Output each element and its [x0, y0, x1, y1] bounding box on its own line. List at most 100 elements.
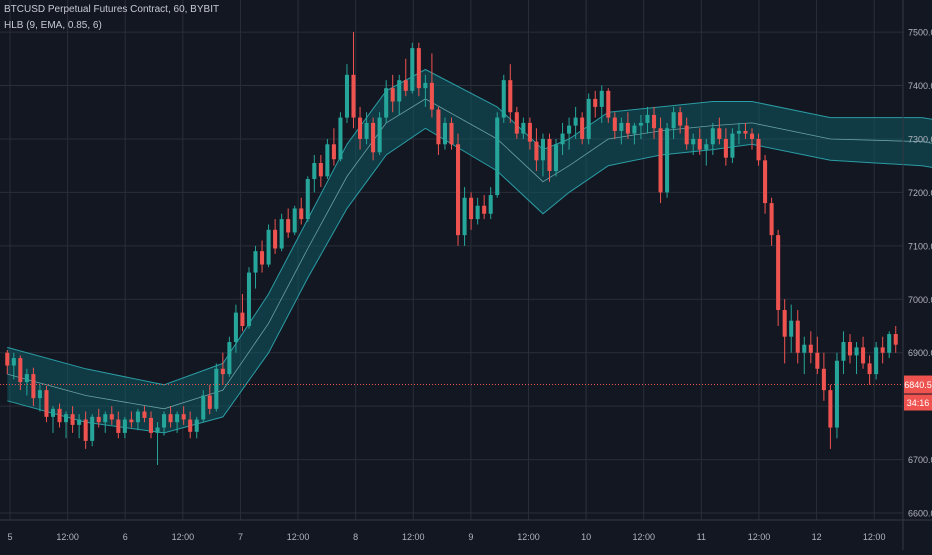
candle: [651, 106, 657, 139]
band-fill: [7, 69, 932, 433]
candle: [887, 331, 892, 359]
candle-body: [64, 414, 69, 423]
candle: [795, 309, 800, 364]
time-tick-label: 8: [353, 532, 358, 542]
candle: [214, 363, 219, 412]
candle-body: [658, 128, 663, 193]
candle: [501, 74, 506, 123]
candle: [83, 411, 88, 449]
candle: [449, 117, 454, 150]
candle-body: [638, 122, 643, 126]
candle-body: [83, 419, 88, 441]
candle: [70, 406, 75, 433]
candle-body: [377, 117, 382, 153]
candle: [312, 154, 317, 193]
candle: [227, 336, 232, 377]
candle: [462, 187, 467, 246]
candle: [789, 304, 794, 353]
candle: [554, 138, 559, 177]
candle-body: [312, 163, 317, 180]
candle-body: [789, 320, 794, 337]
candle-body: [749, 133, 755, 139]
candle-body: [482, 205, 487, 214]
candle-body: [325, 144, 330, 177]
candle-body: [782, 309, 787, 337]
candle: [730, 128, 735, 164]
candle-body: [586, 98, 591, 139]
candle-body: [599, 90, 604, 107]
candle-body: [429, 82, 434, 110]
candle: [57, 403, 62, 428]
candle: [684, 117, 689, 150]
candle: [142, 406, 147, 423]
candle: [246, 267, 252, 329]
candle: [96, 408, 101, 428]
candle-body: [867, 363, 872, 375]
candle-body: [893, 334, 898, 345]
candle-body: [384, 88, 389, 118]
candle-body: [50, 408, 56, 417]
candle: [612, 112, 617, 139]
candle: [260, 240, 265, 273]
candle-body: [364, 122, 369, 139]
candle-body: [475, 205, 480, 220]
candle: [122, 416, 127, 439]
candle: [828, 384, 833, 449]
candle: [423, 74, 428, 107]
candle: [50, 406, 56, 433]
candle-body: [436, 109, 441, 145]
candle-body: [416, 48, 421, 89]
candle: [31, 367, 36, 407]
candle-body: [665, 128, 670, 193]
candle: [475, 197, 480, 225]
time-tick-label: 12:00: [863, 532, 886, 542]
candle-body: [299, 208, 304, 220]
price-tick-label: 7300.0: [908, 134, 932, 144]
price-tick-label: 7000.0: [908, 295, 932, 305]
candle: [560, 122, 565, 155]
candle: [723, 128, 728, 166]
candle: [194, 416, 199, 439]
candle-body: [560, 133, 565, 145]
candle-body: [717, 128, 722, 139]
candle: [469, 192, 474, 230]
candle-body: [619, 122, 624, 131]
candle: [201, 390, 206, 423]
candle: [704, 138, 709, 166]
candle-body: [44, 390, 49, 417]
candle: [299, 197, 304, 225]
candle-body: [612, 117, 617, 131]
candle: [632, 122, 637, 145]
candle-body: [678, 112, 683, 126]
candle-body: [181, 414, 186, 420]
time-tick-label: 12:00: [748, 532, 771, 542]
candle-body: [442, 122, 447, 145]
candle-body: [155, 427, 160, 433]
candle: [645, 106, 650, 134]
candle-body: [632, 125, 637, 134]
time-tick-label: 12:00: [402, 532, 425, 542]
candle: [429, 53, 434, 118]
candle-body: [331, 144, 336, 160]
candle: [521, 117, 526, 139]
candle: [893, 326, 898, 353]
candle-body: [260, 251, 265, 265]
candle-body: [469, 197, 474, 220]
candle: [403, 58, 408, 97]
candle: [188, 411, 193, 439]
price-tick-label: 6600.0: [908, 509, 932, 519]
candle-body: [5, 352, 10, 366]
price-tick-label: 6900.0: [908, 348, 932, 358]
candle-body: [841, 342, 846, 361]
candle: [103, 411, 108, 433]
candle-body: [207, 395, 212, 409]
candle: [749, 128, 755, 150]
candle-body: [24, 374, 29, 383]
candle: [109, 406, 114, 425]
candle-body: [344, 74, 349, 118]
countdown-badge: [904, 394, 932, 411]
candle: [181, 406, 186, 425]
